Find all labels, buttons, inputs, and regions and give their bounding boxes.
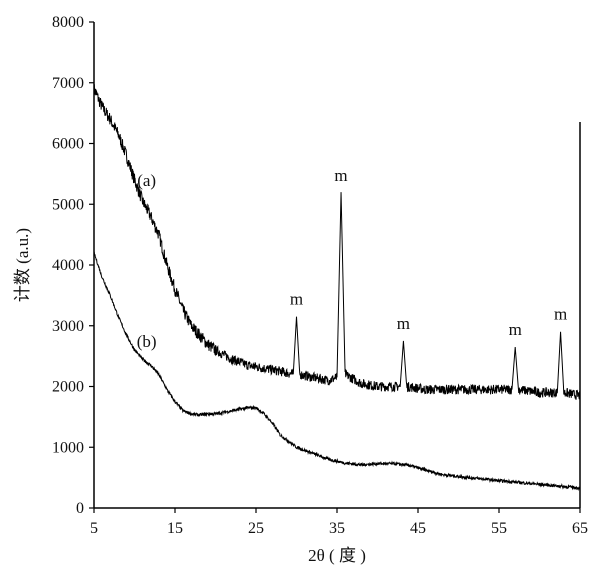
y-tick-label: 1000	[52, 439, 84, 456]
labels-group: (a) (b) m m m m m	[137, 166, 567, 351]
x-axis-label: 2θ ( 度 )	[308, 546, 366, 565]
y-tick-label: 7000	[52, 75, 84, 92]
series-label-b: (b)	[137, 332, 157, 351]
peak-annotation: m	[290, 289, 303, 308]
x-tick-label: 15	[167, 520, 183, 537]
x-tick-label: 55	[491, 520, 507, 537]
x-tick-label: 35	[329, 520, 345, 537]
y-axis-label: 计数 (a.u.)	[13, 228, 32, 302]
peak-annotation: m	[509, 320, 522, 339]
x-tick-label: 25	[248, 520, 264, 537]
peak-annotation: m	[334, 166, 347, 185]
peak-annotation: m	[554, 305, 567, 324]
y-tick-label: 2000	[52, 379, 84, 396]
peak-annotation: m	[397, 314, 410, 333]
y-tick-label: 5000	[52, 196, 84, 213]
x-tick-label: 45	[410, 520, 426, 537]
y-tick-label: 4000	[52, 257, 84, 274]
y-tick-label: 0	[76, 500, 84, 517]
series-line-b	[93, 251, 581, 492]
y-tick-label: 3000	[52, 318, 84, 335]
series-label-a: (a)	[137, 171, 156, 190]
y-tick-label: 6000	[52, 136, 84, 153]
x-tick-label: 65	[572, 520, 588, 537]
axes: 5 15 25 35 45 55 65 0 1000 2000 3000 4000 5000 6000 70…	[52, 14, 588, 537]
series-group	[93, 84, 581, 492]
y-tick-label: 8000	[52, 14, 84, 31]
x-tick-label: 5	[90, 520, 98, 537]
series-line-a	[93, 84, 581, 400]
